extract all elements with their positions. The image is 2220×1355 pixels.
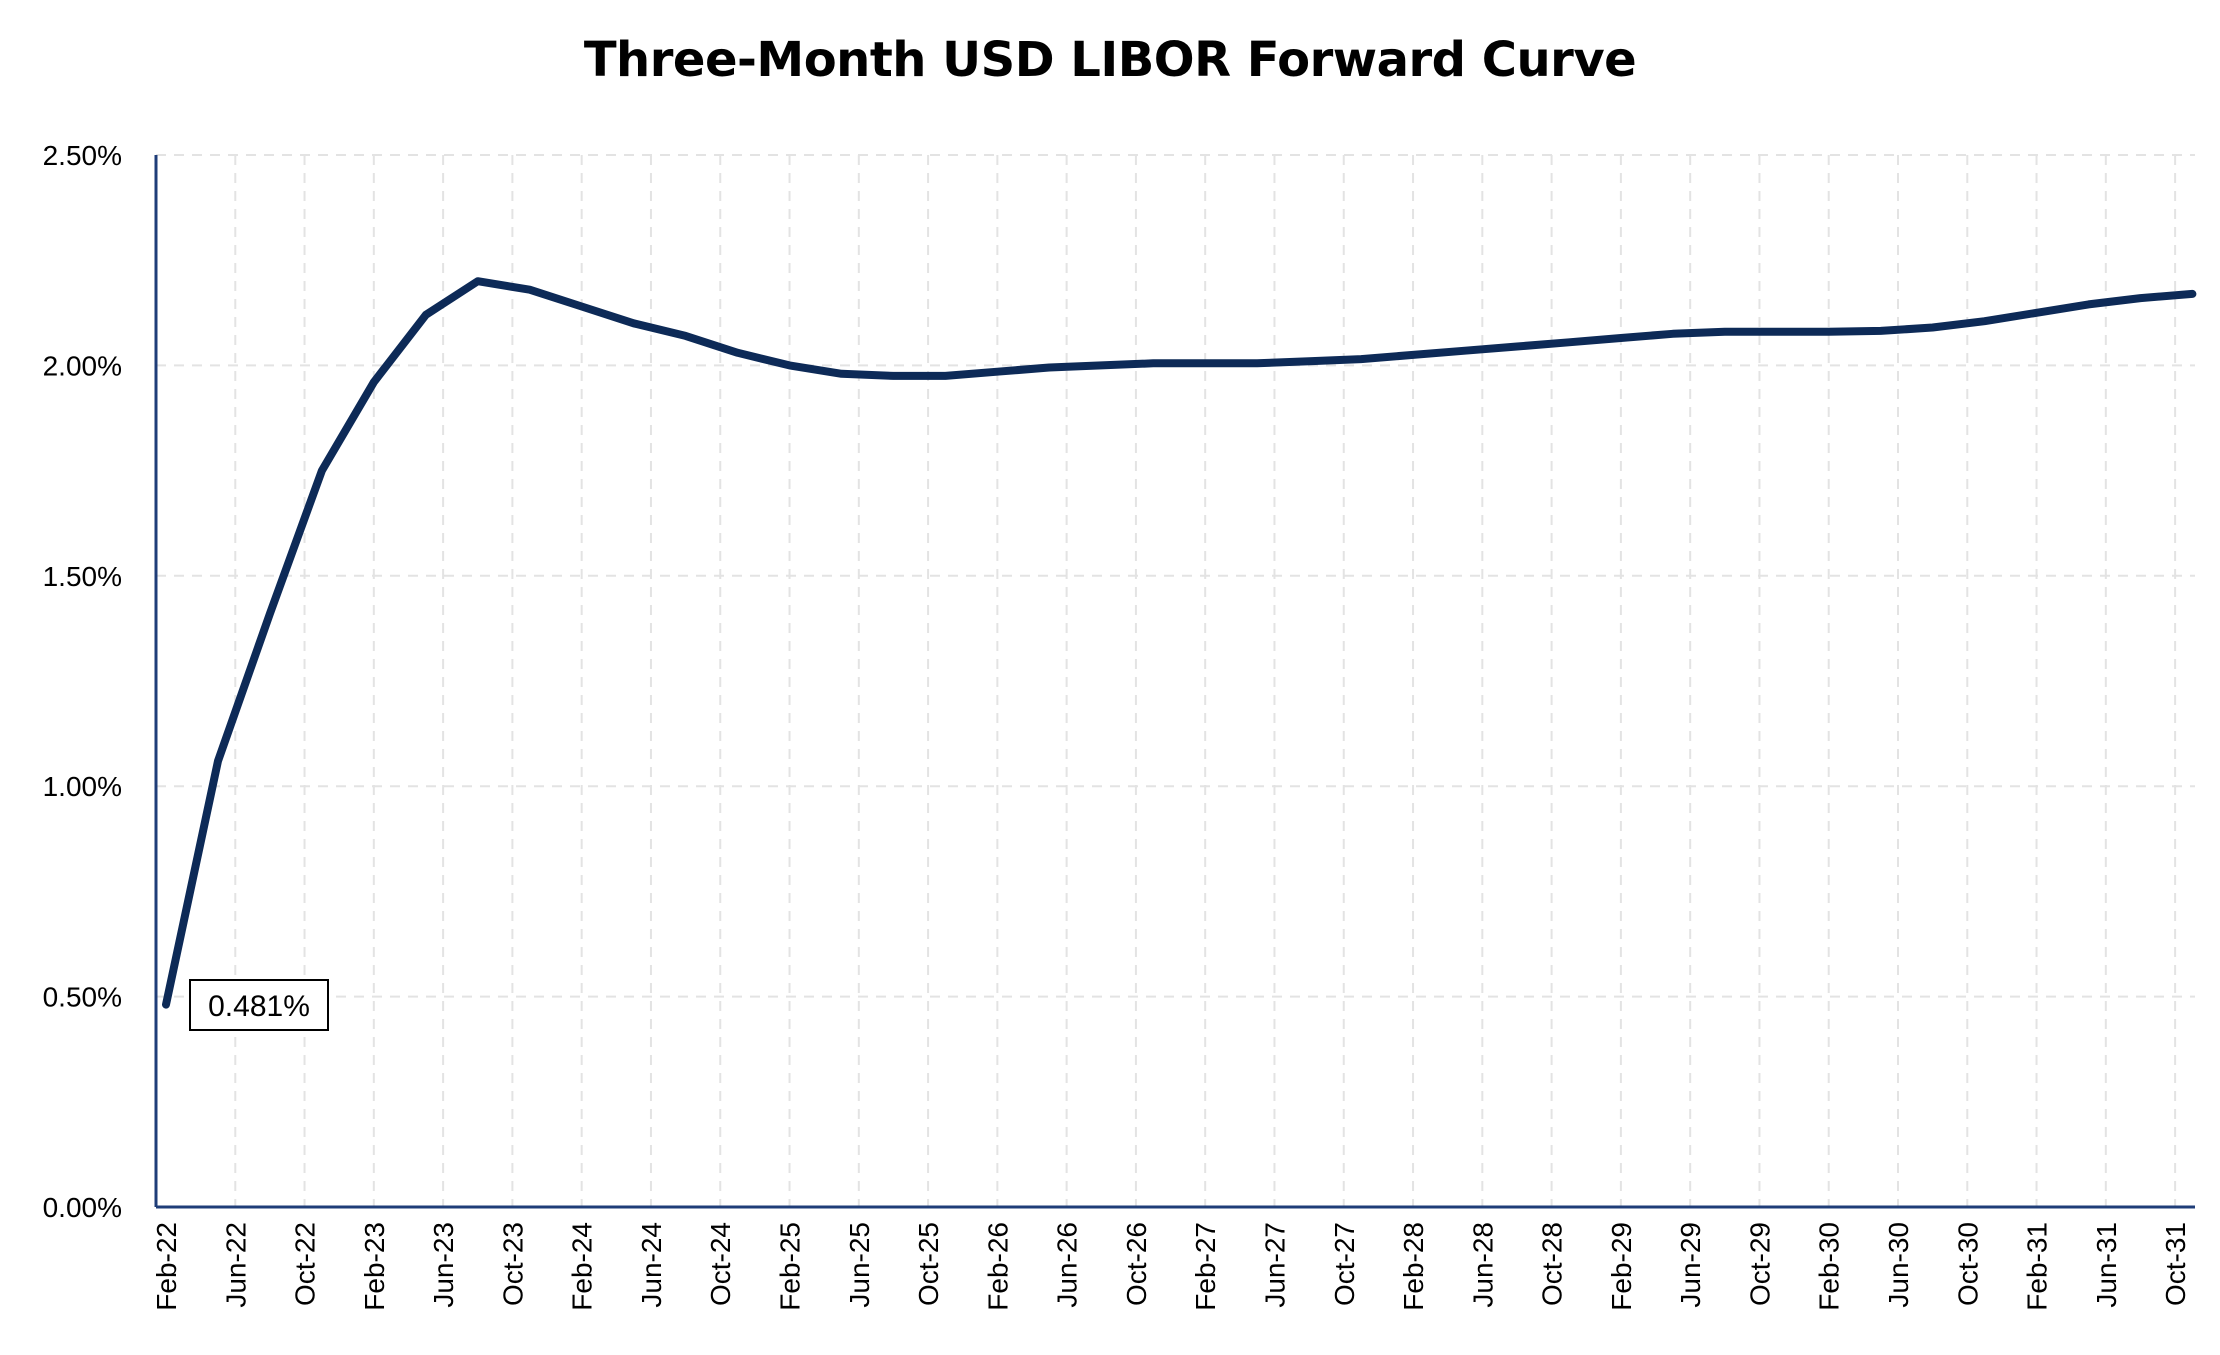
x-tick-label: Jun-24 [636,1222,667,1308]
gridlines [156,154,2195,1207]
x-tick-label: Oct-27 [1329,1222,1360,1306]
x-tick-label: Feb-26 [982,1222,1013,1311]
x-tick-label: Feb-28 [1398,1222,1429,1311]
annotations: 0.481% [189,979,329,1031]
data-label-box [189,979,329,1031]
series-line [162,277,2197,1009]
x-tick-label: Jun-29 [1675,1222,1706,1308]
x-tick-label: Feb-29 [1606,1222,1637,1311]
x-tick-label: Oct-25 [913,1222,944,1306]
y-tick-label: 1.00% [43,771,122,802]
x-tick-label: Oct-22 [290,1222,321,1306]
x-tick-label: Feb-31 [2022,1222,2053,1311]
x-tick-label: Feb-27 [1190,1222,1221,1311]
y-tick-label: 1.50% [43,561,122,592]
x-tick-label: Jun-31 [2091,1222,2122,1308]
x-tick-label: Feb-25 [775,1222,806,1311]
x-tick-label: Oct-29 [1744,1222,1775,1306]
x-tick-label: Feb-23 [359,1222,390,1311]
x-tick-label: Jun-25 [844,1222,875,1308]
x-tick-label: Jun-28 [1467,1222,1498,1308]
x-tick-label: Jun-30 [1883,1222,1914,1308]
x-tick-label: Feb-24 [567,1222,598,1311]
x-tick-label: Oct-24 [705,1222,736,1306]
x-tick-label: Jun-27 [1259,1222,1290,1308]
chart-title: Three-Month USD LIBOR Forward Curve [583,32,1637,88]
y-tick-label: 0.00% [43,1192,122,1223]
y-tick-label: 2.00% [43,350,122,381]
x-tick-label: Jun-23 [428,1222,459,1308]
y-tick-label: 2.50% [43,140,122,171]
x-tick-label: Jun-22 [220,1222,251,1308]
x-tick-label: Feb-30 [1814,1222,1845,1311]
x-tick-label: Oct-23 [497,1222,528,1306]
axes [154,155,2195,1209]
x-tick-label: Feb-22 [151,1222,182,1311]
data-label: 0.481% [208,990,310,1023]
x-tick-label: Oct-31 [2160,1222,2191,1306]
series-layer [162,277,2197,1009]
y-axis-tick-labels: 0.00% 0.50% 1.00% 1.50% 2.00% 2.50% [43,140,122,1223]
x-tick-label: Jun-26 [1052,1222,1083,1308]
x-tick-label: Oct-28 [1537,1222,1568,1306]
x-tick-label: Oct-30 [1952,1222,1983,1306]
x-tick-label: Oct-26 [1121,1222,1152,1306]
x-axis-tick-labels: Feb-22 Jun-22 Oct-22 Feb-23 Jun-23 Oct-23 Feb-… [151,1222,2191,1311]
y-tick-label: 0.50% [43,982,122,1013]
